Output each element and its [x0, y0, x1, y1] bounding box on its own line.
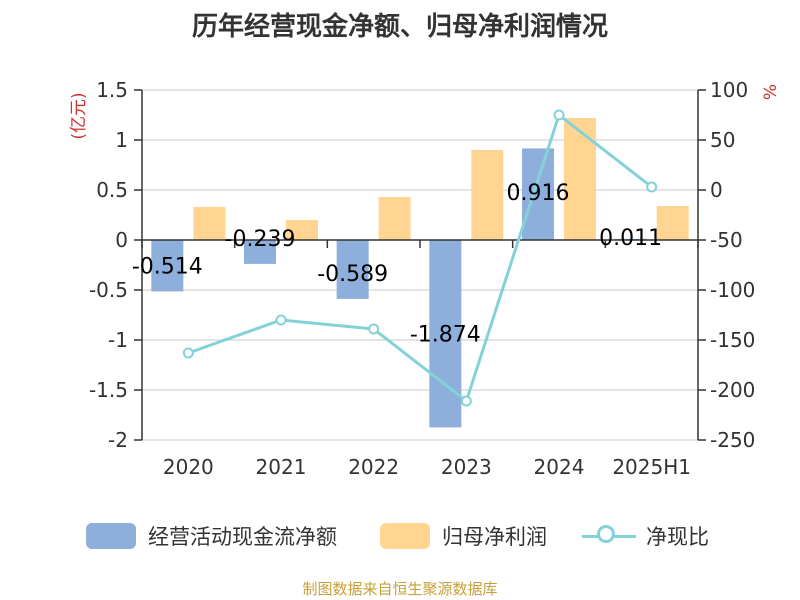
right-axis-tick-label: -100: [710, 278, 755, 302]
right-axis-tick-label: -150: [710, 328, 755, 352]
legend-label-ratio: 净现比: [646, 525, 709, 549]
series-line-ratio: [187, 113, 653, 403]
data-label-cashflow: 0.916: [507, 181, 570, 206]
right-axis-tick-label: 50: [710, 128, 735, 152]
bar-profit: [193, 207, 226, 240]
bar-cashflow: [522, 148, 554, 240]
right-axis-tick-label: 100: [710, 78, 748, 102]
bar-profit: [286, 220, 318, 240]
bar-cashflow: [244, 240, 276, 264]
data-label-cashflow: -0.239: [225, 227, 296, 252]
point-ratio: [275, 314, 287, 326]
bar-profit: [378, 197, 411, 240]
left-axis-unit: (亿元): [69, 92, 89, 139]
x-axis-tick-label: 2022: [348, 455, 399, 479]
legend-item-profit[interactable]: 归母净利润: [380, 516, 547, 556]
left-axis-tick-label: 0: [115, 228, 128, 252]
left-axis-tick-label: -1: [108, 328, 128, 352]
bar-profit: [564, 118, 596, 240]
right-axis-tick-label: 0: [710, 178, 723, 202]
point-ratio: [553, 109, 565, 121]
right-axis-tick-label: -250: [710, 428, 755, 452]
point-ratio: [646, 181, 658, 193]
left-axis-tick-label: 1: [115, 128, 128, 152]
point-ratio: [368, 323, 380, 335]
left-axis-tick-label: -1.5: [89, 378, 128, 402]
legend-swatch-cashflow: [86, 523, 136, 549]
legend-swatch-ratio: [582, 523, 636, 549]
data-label-cashflow: 0.011: [599, 226, 662, 251]
bar-cashflow: [151, 240, 184, 292]
right-axis-tick-label: -200: [710, 378, 755, 402]
legend-label-profit: 归母净利润: [442, 525, 547, 549]
right-axis-unit: %: [761, 84, 781, 100]
legend-swatch-profit: [380, 523, 430, 549]
x-axis-tick-label: 2021: [256, 455, 307, 479]
right-axis-tick-label: -50: [710, 228, 743, 252]
data-label-cashflow: -0.589: [317, 262, 388, 287]
legend-item-cashflow[interactable]: 经营活动现金流净额: [86, 516, 337, 556]
bar-cashflow: [429, 240, 462, 428]
point-ratio: [182, 347, 194, 359]
chart-svg: 1.5 1 0.5 0 -0.5 -1 -1.5 -2 100 50 0 -50 -100 -150 -20…: [69, 78, 781, 479]
left-axis-tick-label: 0.5: [96, 178, 128, 202]
left-axis-tick-label: 1.5: [96, 78, 128, 102]
left-axis-tick-label: -2: [108, 428, 128, 452]
point-ratio: [460, 395, 472, 407]
x-axis-tick-label: 2024: [534, 455, 585, 479]
x-axis-tick-label: 2020: [163, 455, 214, 479]
left-axis-tick-label: -0.5: [89, 278, 128, 302]
legend-item-ratio[interactable]: 净现比: [582, 516, 709, 556]
source-note: 制图数据来自恒生聚源数据库: [302, 580, 498, 598]
chart-title: 历年经营现金净额、归母净利润情况: [191, 12, 608, 42]
x-axis-tick-label: 2023: [441, 455, 492, 479]
legend: 经营活动现金流净额 归母净利润 净现比: [0, 516, 800, 556]
data-label-cashflow: -0.514: [132, 254, 203, 279]
bar-profit: [656, 206, 689, 240]
legend-label-cashflow: 经营活动现金流净额: [148, 525, 337, 549]
data-label-cashflow: -1.874: [410, 323, 481, 348]
x-axis-tick-label: 2025H1: [612, 455, 691, 479]
bar-cashflow: [336, 240, 369, 299]
bar-profit: [471, 150, 504, 240]
